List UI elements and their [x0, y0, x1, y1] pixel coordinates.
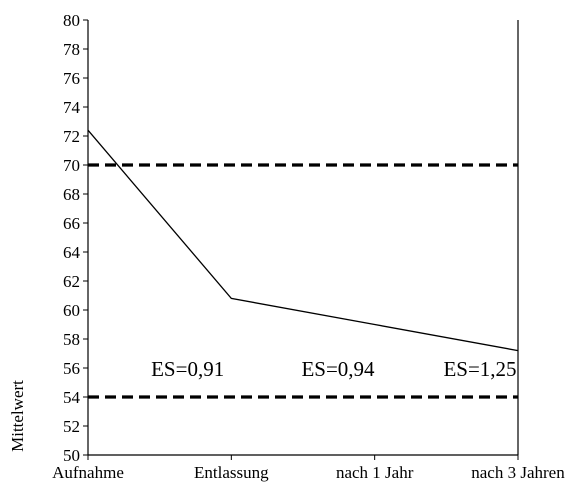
x-axis-labels: Aufnahme Entlassung nach 1 Jahr nach 3 Jahr…: [52, 455, 565, 482]
y-tick-label: 76: [63, 69, 80, 88]
y-tick-label: 74: [63, 98, 81, 117]
series-lines: [87, 129, 519, 352]
y-tick-label: 68: [63, 185, 80, 204]
x-tick-label: nach 3 Jahren: [471, 463, 565, 482]
y-tick-label: 78: [63, 40, 80, 59]
y-tick-label: 72: [63, 127, 80, 146]
y-tick-label: 80: [63, 11, 80, 30]
axes: [87, 20, 519, 456]
reference-lines: [88, 163, 518, 399]
y-tick-label: 50: [63, 446, 80, 465]
effect-size-annotation: ES=0,94: [301, 357, 375, 381]
y-axis-label: Mittelwert: [8, 380, 27, 452]
y-tick-label: 60: [63, 301, 80, 320]
y-tick-label: 66: [63, 214, 80, 233]
y-tick-label: 56: [63, 359, 80, 378]
y-tick-label: 58: [63, 330, 80, 349]
effect-size-annotation: ES=0,91: [151, 357, 224, 381]
y-tick-label: 52: [63, 417, 80, 436]
y-tick-label: 64: [63, 243, 81, 262]
x-tick-label: nach 1 Jahr: [336, 463, 414, 482]
effect-size-annotation: ES=1,25: [443, 357, 516, 381]
y-axis-ticks: 80 78 76 74 72 70 68 66 64 62 60 58 56 54 52 50: [63, 11, 88, 465]
x-tick-label: Aufnahme: [52, 463, 124, 482]
y-tick-label: 62: [63, 272, 80, 291]
annotations: ES=0,91 ES=0,94 ES=1,25: [151, 357, 516, 381]
x-tick-label: Entlassung: [194, 463, 269, 482]
y-tick-label: 54: [63, 388, 81, 407]
y-tick-label: 70: [63, 156, 80, 175]
series-line: [87, 129, 519, 352]
